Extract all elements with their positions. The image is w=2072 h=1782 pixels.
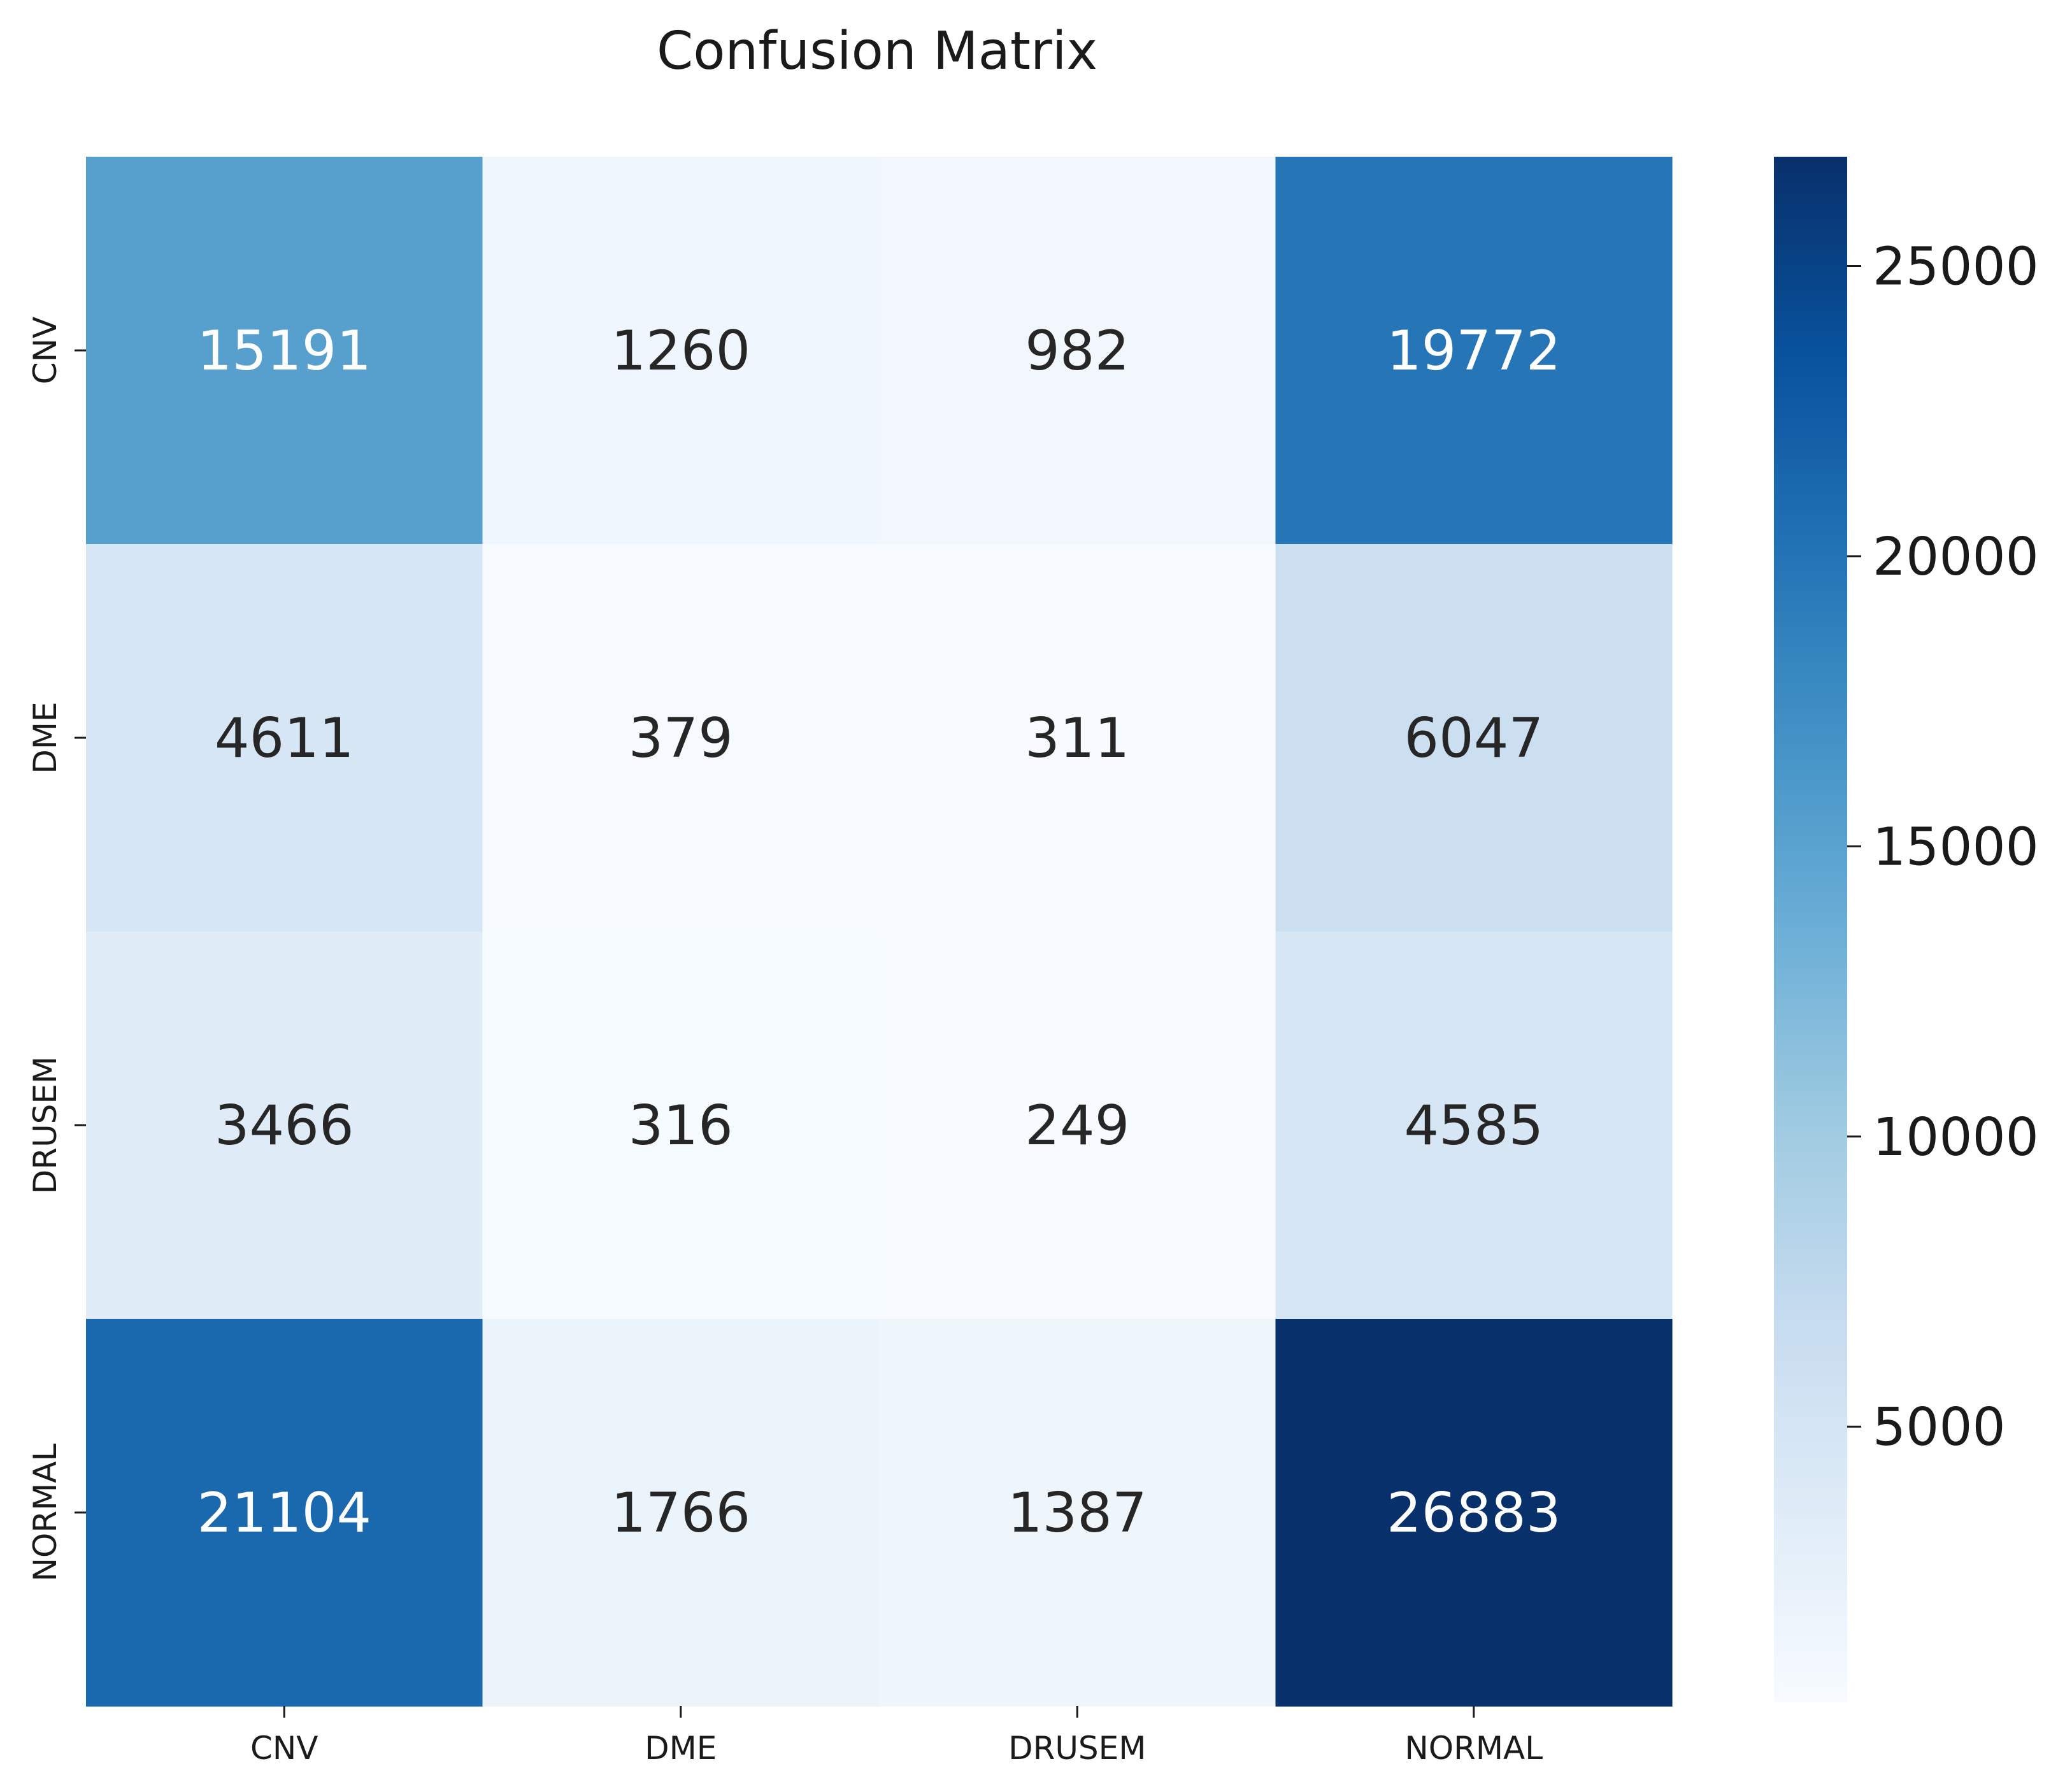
cell-value-label: 6047 (1404, 707, 1543, 770)
x-tick-label: NORMAL (1404, 1730, 1543, 1767)
cell-value-label: 3466 (215, 1094, 354, 1158)
y-axis: CNV DME DRUSEM NORMAL (27, 317, 86, 1582)
x-tick-label: DME (645, 1730, 717, 1767)
cell-value-label: 982 (1025, 319, 1129, 383)
colorbar: 5000 10000 15000 20000 25000 (1774, 157, 2039, 1702)
x-tick-label: DRUSEM (1008, 1730, 1146, 1767)
cell-value-label: 249 (1025, 1094, 1129, 1158)
cell-value-label: 21104 (197, 1481, 371, 1545)
cell-value-label: 4611 (215, 707, 354, 770)
cell-value-label: 379 (629, 707, 733, 770)
colorbar-tick-label: 15000 (1873, 817, 2039, 877)
chart-title: Confusion Matrix (657, 21, 1097, 82)
heatmap-cell (1275, 157, 1673, 545)
colorbar-tick-label: 20000 (1873, 527, 2039, 587)
heatmap-cell (1275, 544, 1673, 932)
colorbar-gradient (1774, 157, 1847, 1702)
heatmap-cell (482, 931, 880, 1319)
cell-value-label: 1387 (1008, 1481, 1147, 1545)
heatmap-cell (86, 544, 483, 932)
heatmap-cell (879, 157, 1276, 545)
cell-value-label: 1260 (611, 319, 750, 383)
x-axis: CNV DME DRUSEM NORMAL (250, 1706, 1543, 1767)
heatmap-cell (482, 1319, 880, 1707)
colorbar-tick-label: 10000 (1873, 1107, 2039, 1168)
heatmap-cell (879, 1319, 1276, 1707)
heatmap-cell (1275, 931, 1673, 1319)
colorbar-tick-label: 25000 (1873, 237, 2039, 298)
cell-value-label: 15191 (197, 319, 371, 383)
y-tick-label: CNV (27, 317, 64, 385)
cell-value-label: 26883 (1387, 1481, 1561, 1545)
heatmap-cell (86, 157, 483, 545)
y-tick-label: DRUSEM (27, 1056, 64, 1194)
y-tick-label: DME (27, 701, 64, 773)
heatmap-cell (1275, 1319, 1673, 1707)
colorbar-tick-label: 5000 (1873, 1397, 2006, 1458)
cell-value-label: 4585 (1404, 1094, 1543, 1158)
heatmap-cells: 15191 1260 982 19772 4611 379 311 6047 3466 316 24… (86, 157, 1673, 1707)
heatmap-cell (879, 931, 1276, 1319)
heatmap-cell (482, 157, 880, 545)
heatmap-cell (482, 544, 880, 932)
x-tick-label: CNV (250, 1730, 318, 1767)
y-tick-label: NORMAL (27, 1444, 64, 1582)
cell-value-label: 19772 (1387, 319, 1561, 383)
heatmap-cell (879, 544, 1276, 932)
cell-value-label: 1766 (611, 1481, 750, 1545)
cell-value-label: 316 (629, 1094, 733, 1158)
heatmap-cell (86, 1319, 483, 1707)
cell-value-label: 311 (1025, 707, 1129, 770)
heatmap-cell (86, 931, 483, 1319)
